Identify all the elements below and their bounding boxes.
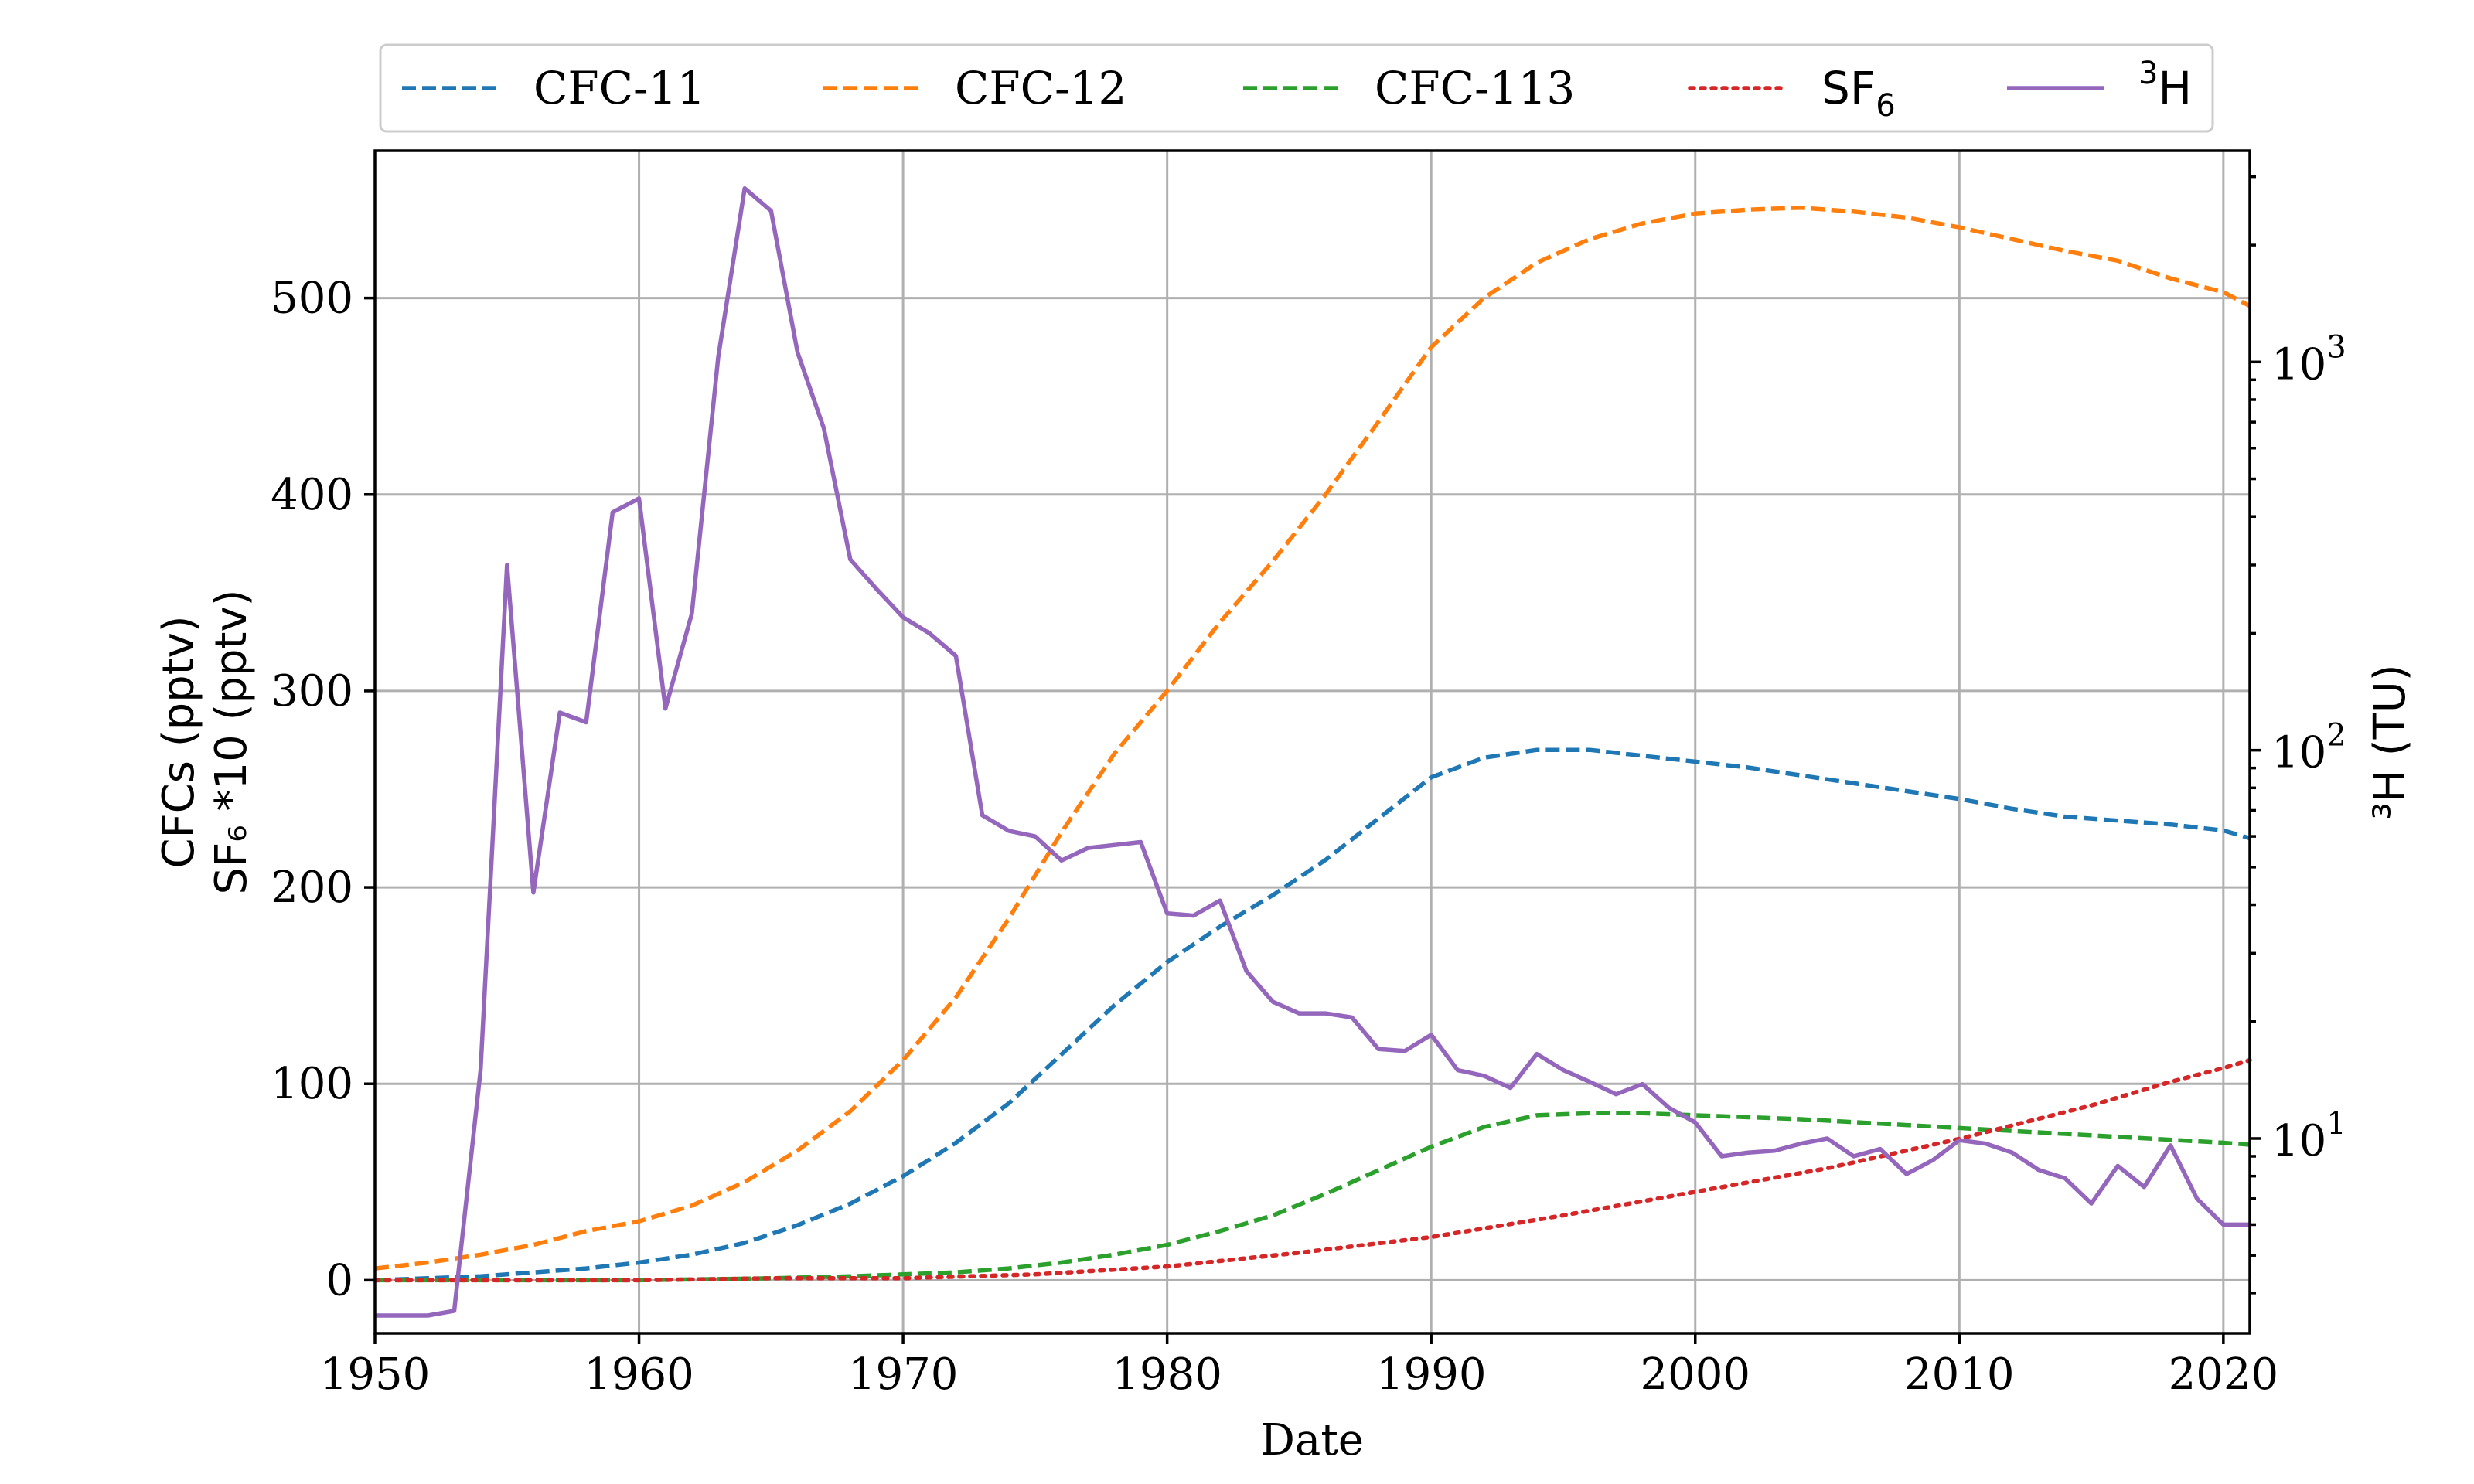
y-right-tick-base: 10 — [2271, 728, 2326, 778]
x-tick-label: 2000 — [1640, 1350, 1750, 1400]
y-left-tick-label: 300 — [271, 666, 353, 716]
y-left-tick-label: 100 — [271, 1059, 353, 1109]
legend: CFC-11 CFC-12 CFC-113 SF6 3H — [379, 43, 2214, 133]
legend-item-cfc-113: CFC-113 — [1243, 62, 1575, 114]
series-line-cfc-11 — [374, 747, 2251, 1283]
series-layer — [373, 186, 2252, 1318]
x-tick-label: 1960 — [584, 1350, 694, 1400]
legend-label-sub: 6 — [1876, 88, 1895, 124]
y-right-tick-base: 10 — [2271, 339, 2326, 390]
grid — [373, 151, 2250, 1333]
x-tick-label: 2020 — [2169, 1350, 2279, 1400]
legend-label: CFC-11 — [533, 62, 705, 114]
series-line-cfc-12 — [374, 205, 2251, 1271]
series-line-sf6 — [373, 1057, 2252, 1283]
y-axis-left: 0 100 200 300 400 500 — [271, 274, 375, 1305]
x-tick-label: 1950 — [320, 1350, 431, 1400]
y-right-tick-exp: 3 — [2326, 329, 2346, 365]
y-left-tick-label: 500 — [271, 274, 353, 324]
y-left-tick-label: 200 — [271, 863, 353, 913]
plot-frame — [373, 149, 2251, 1335]
y-left-tick-label: 0 — [325, 1255, 353, 1305]
y-axis-left-title-line2: SF₆ *10 (pptv) — [206, 590, 257, 895]
legend-item-cfc-11: CFC-11 — [402, 62, 705, 114]
y-right-tick-exp: 2 — [2326, 718, 2346, 754]
legend-label-main: H — [2158, 62, 2192, 114]
legend-label-main: CFC-113 — [1375, 62, 1575, 114]
legend-label-main: SF — [1821, 62, 1876, 114]
legend-label-main: CFC-11 — [533, 62, 705, 114]
legend-item-sf6: SF6 — [1688, 62, 1896, 124]
legend-label: CFC-12 — [955, 62, 1126, 114]
y-axis-left-title: CFCs (pptv) SF₆ *10 (pptv) — [154, 590, 257, 895]
legend-item-cfc-12: CFC-12 — [823, 62, 1126, 114]
y-right-tick-label: 103 — [2271, 329, 2346, 390]
x-tick-label: 1980 — [1112, 1350, 1222, 1400]
y-right-tick-label: 102 — [2271, 718, 2346, 778]
legend-label: CFC-113 — [1375, 62, 1575, 114]
x-tick-label: 2010 — [1904, 1350, 2015, 1400]
x-tick-label: 1990 — [1376, 1350, 1487, 1400]
series-line-3h — [375, 186, 2250, 1318]
legend-label: 3H — [2138, 56, 2192, 114]
y-right-tick-label: 101 — [2271, 1106, 2346, 1166]
y-right-tick-exp: 1 — [2326, 1106, 2346, 1142]
series-line-cfc-113 — [375, 1111, 2251, 1283]
x-axis-title: Date — [1260, 1415, 1364, 1465]
legend-label-main: CFC-12 — [955, 62, 1126, 114]
legend-label: SF6 — [1821, 62, 1896, 124]
y-left-tick-label: 400 — [271, 470, 353, 520]
y-right-tick-base: 10 — [2271, 1116, 2326, 1166]
legend-item-3h: 3H — [2007, 56, 2192, 114]
y-axis-left-title-line1: CFCs (pptv) — [154, 615, 204, 868]
legend-label-sup: 3 — [2138, 56, 2158, 91]
x-tick-label: 1970 — [848, 1350, 959, 1400]
x-axis: 1950 1960 1970 1980 1990 2000 2010 2020 — [320, 1333, 2278, 1400]
y-axis-right-title: ³H (TU) — [2365, 664, 2415, 819]
